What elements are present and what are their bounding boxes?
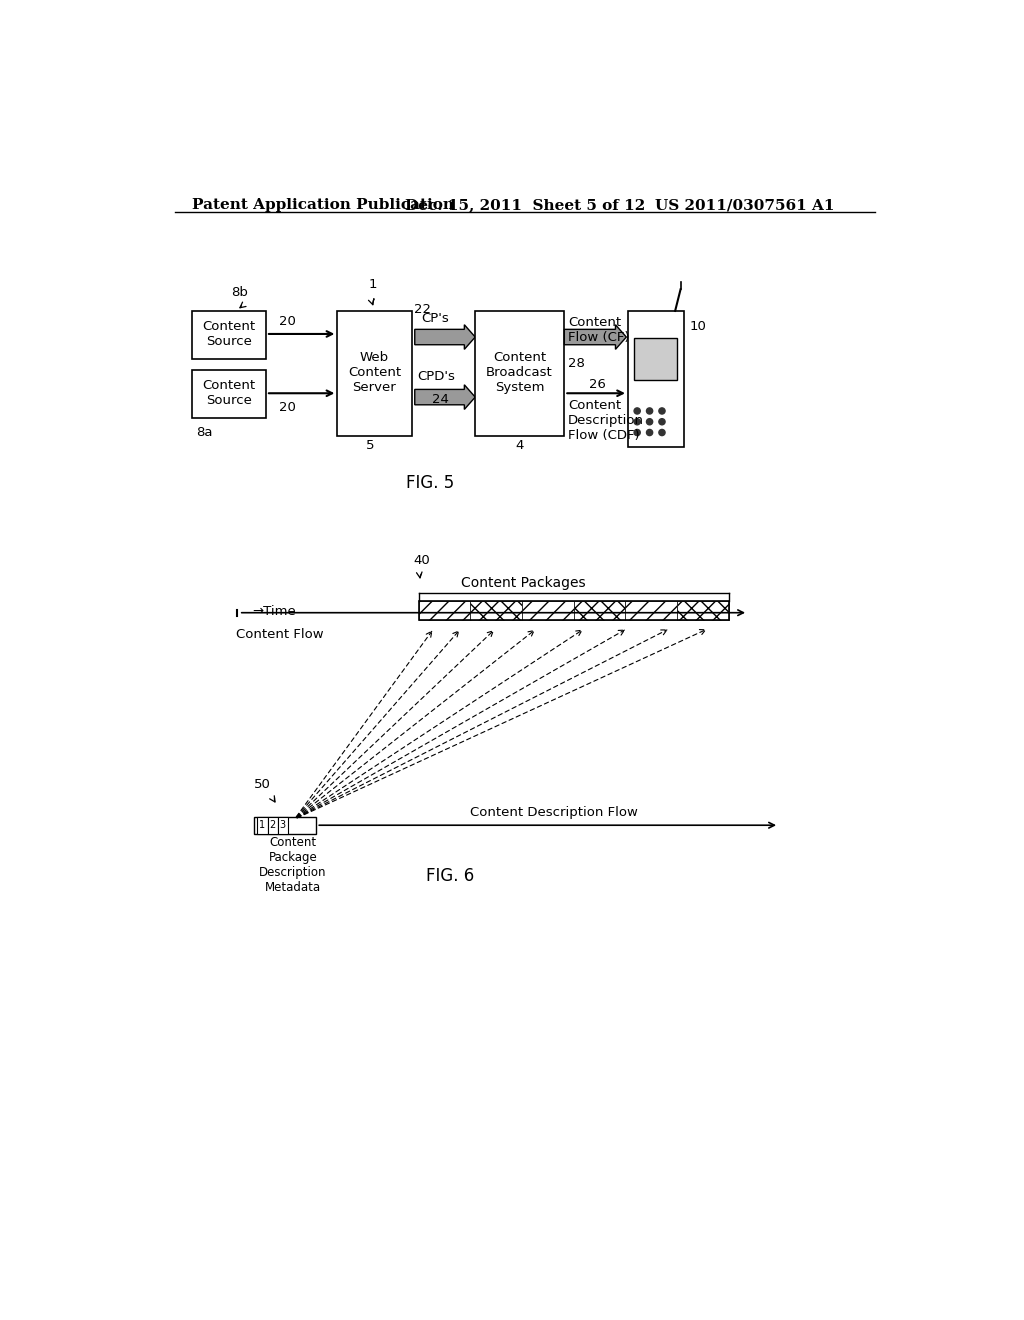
Bar — [254, 817, 316, 834]
Bar — [634, 338, 677, 380]
Bar — [193, 370, 266, 418]
Text: Content
Broadcast
System: Content Broadcast System — [486, 351, 553, 393]
Text: Content Description Flow: Content Description Flow — [470, 807, 638, 818]
Text: Content
Source: Content Source — [202, 319, 255, 348]
Circle shape — [646, 408, 652, 414]
Text: Patent Application Publication: Patent Application Publication — [191, 198, 454, 213]
Text: Content Packages: Content Packages — [461, 576, 586, 590]
FancyArrow shape — [415, 385, 475, 409]
Text: 40: 40 — [414, 553, 430, 566]
Bar — [628, 312, 684, 447]
Bar — [257, 817, 267, 834]
Text: 1: 1 — [259, 820, 265, 830]
Text: 5: 5 — [366, 440, 374, 453]
Text: 20: 20 — [280, 314, 296, 327]
Text: 28: 28 — [568, 358, 585, 370]
Text: 20: 20 — [280, 401, 296, 414]
Bar — [337, 312, 413, 436]
Text: 3: 3 — [280, 820, 286, 830]
Circle shape — [658, 408, 665, 414]
FancyArrow shape — [415, 325, 475, 350]
Text: 8a: 8a — [197, 426, 213, 440]
Text: FIG. 6: FIG. 6 — [426, 867, 474, 884]
Text: 8b: 8b — [231, 285, 248, 298]
Bar — [677, 601, 729, 620]
Bar — [278, 817, 288, 834]
Text: Content
Flow (CF): Content Flow (CF) — [568, 317, 630, 345]
Circle shape — [646, 429, 652, 436]
Text: CP's: CP's — [421, 313, 449, 326]
FancyArrow shape — [564, 325, 627, 350]
Text: 2: 2 — [269, 820, 275, 830]
Text: Content
Source: Content Source — [202, 379, 255, 408]
Text: Content Flow: Content Flow — [237, 628, 325, 642]
Text: 1: 1 — [369, 277, 377, 290]
Circle shape — [634, 408, 640, 414]
Text: 4: 4 — [515, 440, 523, 453]
Bar — [267, 817, 278, 834]
Circle shape — [658, 429, 665, 436]
Text: 22: 22 — [414, 304, 431, 317]
Circle shape — [634, 429, 640, 436]
Text: FIG. 5: FIG. 5 — [407, 474, 455, 492]
Bar — [419, 601, 729, 620]
Circle shape — [634, 418, 640, 425]
Text: Content
Package
Description
Metadata: Content Package Description Metadata — [259, 836, 327, 894]
Bar — [475, 312, 563, 436]
Text: 26: 26 — [589, 378, 606, 391]
Text: Content
Description
Flow (CDF): Content Description Flow (CDF) — [568, 399, 644, 442]
Circle shape — [646, 418, 652, 425]
Text: US 2011/0307561 A1: US 2011/0307561 A1 — [655, 198, 835, 213]
Text: Dec. 15, 2011  Sheet 5 of 12: Dec. 15, 2011 Sheet 5 of 12 — [406, 198, 646, 213]
Bar — [522, 601, 573, 620]
Text: 24: 24 — [432, 393, 449, 407]
Bar — [419, 601, 470, 620]
Bar — [470, 601, 522, 620]
Bar — [573, 601, 626, 620]
Bar — [626, 601, 677, 620]
Bar — [193, 312, 266, 359]
Circle shape — [658, 418, 665, 425]
Text: Web
Content
Server: Web Content Server — [348, 351, 401, 393]
Text: 10: 10 — [689, 321, 706, 333]
Text: →Time: →Time — [252, 605, 296, 618]
Text: CPD's: CPD's — [417, 370, 455, 383]
Text: 50: 50 — [254, 779, 270, 792]
